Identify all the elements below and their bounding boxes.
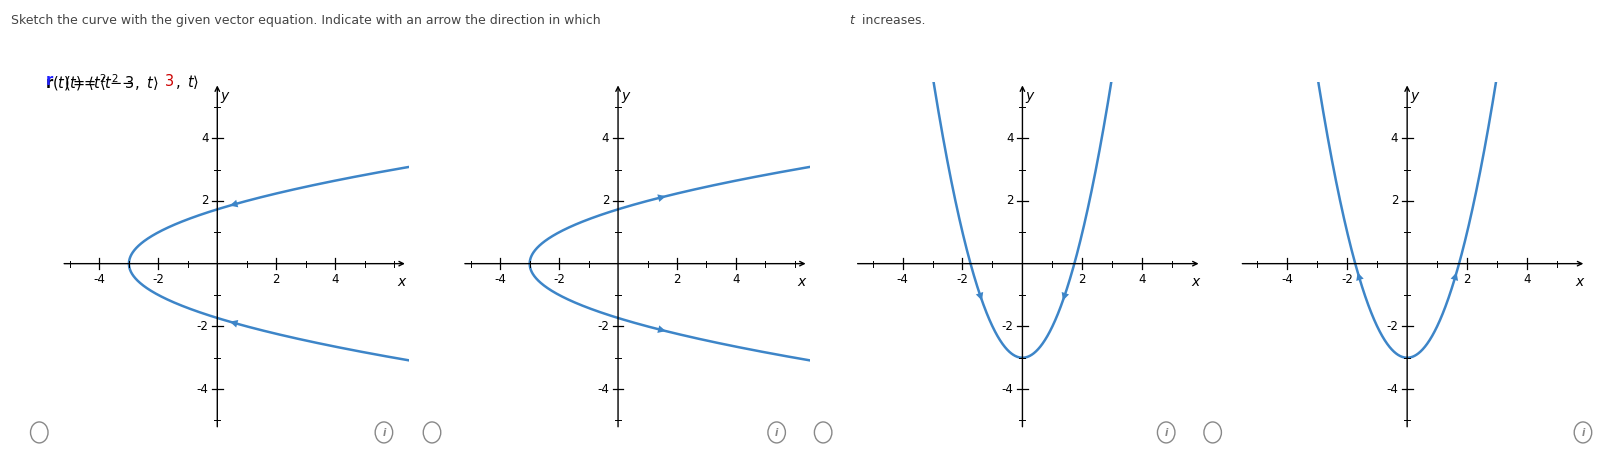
Text: -4: -4 — [1002, 383, 1013, 395]
Text: 4: 4 — [1523, 273, 1531, 286]
Text: x: x — [798, 275, 806, 289]
Text: 4: 4 — [733, 273, 739, 286]
Text: -2: -2 — [1002, 320, 1013, 333]
Text: 2: 2 — [200, 194, 208, 207]
Text: y: y — [622, 89, 630, 103]
Text: i: i — [1581, 428, 1585, 438]
Text: 4: 4 — [200, 132, 208, 145]
Text: 4: 4 — [1007, 132, 1013, 145]
Text: x: x — [1191, 275, 1199, 289]
Text: 4: 4 — [332, 273, 338, 286]
Text: 4: 4 — [1138, 273, 1146, 286]
Text: -4: -4 — [197, 383, 208, 395]
Text: 2: 2 — [1079, 273, 1087, 286]
Text: $,\ t\rangle$: $,\ t\rangle$ — [175, 73, 199, 91]
Text: -4: -4 — [494, 273, 507, 286]
Text: $\mathbf{r}$$(t) = \langle t^2 - 3,\ t\rangle$: $\mathbf{r}$$(t) = \langle t^2 - 3,\ t\r… — [45, 73, 159, 94]
Text: 2: 2 — [601, 194, 609, 207]
Text: x: x — [398, 275, 406, 289]
Text: Sketch the curve with the given vector equation. Indicate with an arrow the dire: Sketch the curve with the given vector e… — [11, 14, 604, 27]
Text: -4: -4 — [896, 273, 909, 286]
Text: i: i — [1164, 428, 1169, 438]
Text: increases.: increases. — [858, 14, 925, 27]
Text: x: x — [1576, 275, 1584, 289]
Text: 2: 2 — [1464, 273, 1472, 286]
Text: -2: -2 — [152, 273, 165, 286]
Text: -4: -4 — [93, 273, 106, 286]
Text: $(t) = \langle t^2 - $: $(t) = \langle t^2 - $ — [64, 73, 135, 94]
Text: 2: 2 — [673, 273, 681, 286]
Text: y: y — [221, 89, 229, 103]
Text: y: y — [1026, 89, 1034, 103]
Text: 4: 4 — [1391, 132, 1398, 145]
Text: -4: -4 — [1281, 273, 1294, 286]
Text: -4: -4 — [1387, 383, 1398, 395]
Text: 2: 2 — [1007, 194, 1013, 207]
Text: $\mathbf{r}$: $\mathbf{r}$ — [45, 73, 55, 88]
Text: t: t — [850, 14, 854, 27]
Text: $3$: $3$ — [164, 73, 173, 89]
Text: -2: -2 — [957, 273, 968, 286]
Text: y: y — [1411, 89, 1419, 103]
Text: -2: -2 — [598, 320, 609, 333]
Text: -4: -4 — [598, 383, 609, 395]
Text: 4: 4 — [601, 132, 609, 145]
Text: 2: 2 — [273, 273, 281, 286]
Text: -2: -2 — [197, 320, 208, 333]
Text: i: i — [774, 428, 779, 438]
Text: -2: -2 — [1387, 320, 1398, 333]
Text: -2: -2 — [553, 273, 566, 286]
Text: -2: -2 — [1342, 273, 1353, 286]
Text: i: i — [382, 428, 386, 438]
Text: 2: 2 — [1391, 194, 1398, 207]
